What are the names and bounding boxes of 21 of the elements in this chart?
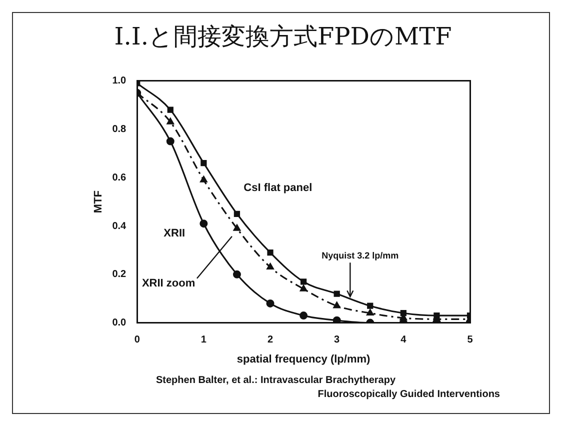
x-tick-label: 4 — [400, 334, 407, 346]
x-tick-label: 5 — [467, 334, 474, 346]
x-tick-label: 0 — [134, 334, 140, 346]
text: XRII zoom — [142, 277, 196, 290]
x-tick-label: 1 — [200, 334, 207, 346]
y-axis-title: MTF — [92, 190, 105, 214]
y-tick-label: 0.8 — [112, 124, 127, 135]
y-tick-label: 0.2 — [112, 269, 127, 280]
series-label: CsI flat panel — [244, 182, 312, 194]
x-axis-title: spatial frequency (lp/mm) — [236, 353, 371, 366]
y-tick-label: 0.6 — [112, 172, 127, 184]
x-tick-label: 3 — [334, 334, 340, 346]
text: Stephen Balter, et al.: Intravascular Brachytherapy — [156, 374, 396, 386]
chart-title: I.I.と間接変換方式FPDのMTF — [114, 22, 452, 51]
annotation: Nyquist 3.2 lp/mm — [322, 250, 399, 261]
y-tick-label: 1.0 — [112, 76, 127, 87]
y-tick-label: 0.4 — [112, 220, 127, 232]
series-label: XRII — [164, 228, 186, 240]
text: Fluoroscopically Guided Interventions — [318, 388, 500, 400]
y-tick-label: 0.0 — [112, 318, 127, 329]
x-tick-label: 2 — [267, 334, 274, 346]
